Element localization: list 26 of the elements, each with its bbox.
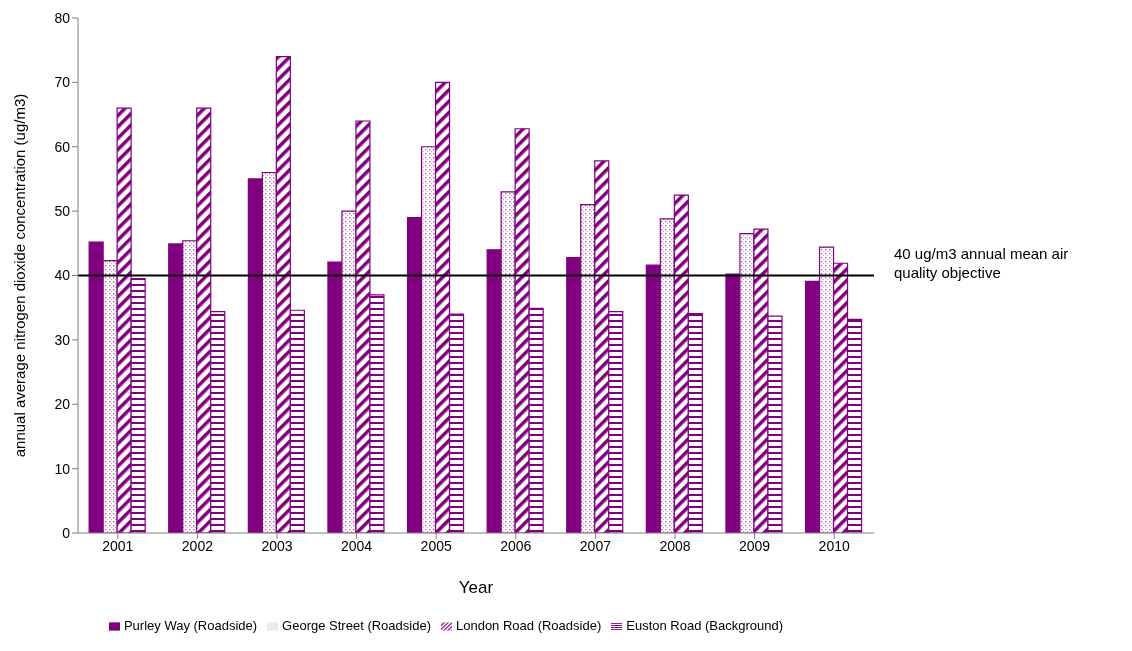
ref-line-label: 40 ug/m3 annual mean air quality objective [894, 244, 1069, 281]
x-tick-label: 2002 [181, 537, 214, 554]
x-axis-title: Year [458, 578, 494, 597]
x-tick-label: 2003 [261, 537, 293, 554]
x-tick-label: 2008 [659, 537, 691, 554]
x-tick-label: 2001 [102, 537, 134, 554]
legend-label: London Road (Roadside) [455, 618, 602, 633]
legend-label: Euston Road (Background) [626, 618, 784, 633]
x-tick-label: 2004 [341, 537, 373, 554]
y-tick-label: 80 [54, 9, 71, 26]
y-tick-label: 70 [54, 74, 71, 91]
y-tick-label: 20 [54, 396, 71, 413]
x-tick-label: 2006 [500, 537, 532, 554]
x-tick-label: 2005 [420, 537, 452, 554]
x-tick-label: 2007 [579, 537, 612, 554]
y-tick-label: 10 [54, 460, 71, 477]
y-axis-title: annual average nitrogen dioxide concentration (ug/m3) [11, 93, 29, 458]
y-tick-label: 60 [54, 138, 71, 155]
y-tick-label: 0 [62, 524, 71, 541]
y-tick-label: 40 [54, 267, 71, 284]
x-tick-label: 2009 [739, 537, 771, 554]
legend-label: George Street (Roadside) [282, 618, 431, 633]
y-tick-label: 50 [54, 203, 71, 220]
y-tick-label: 30 [54, 331, 71, 348]
x-tick-label: 2010 [818, 537, 850, 554]
legend-label: Purley Way (Roadside) [123, 618, 258, 633]
